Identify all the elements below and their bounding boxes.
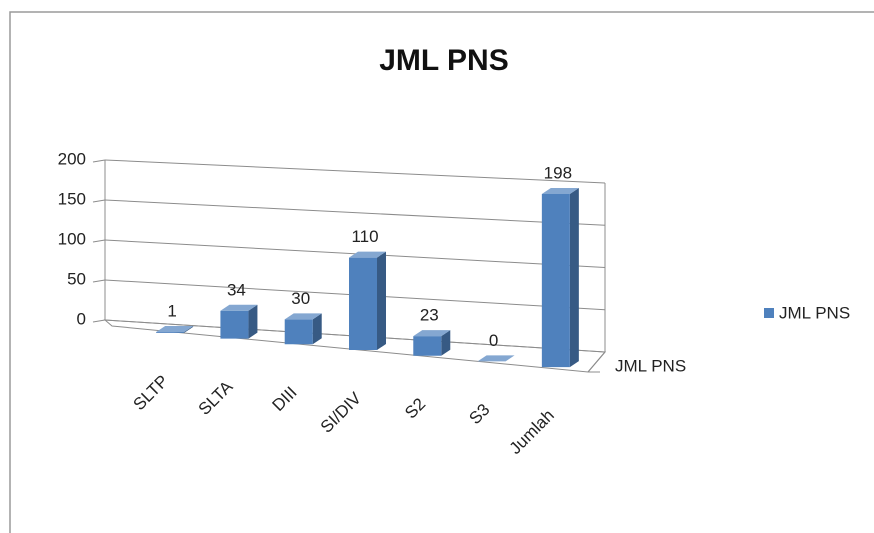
bar-side	[184, 326, 194, 333]
bar	[220, 304, 258, 339]
bar-top	[156, 326, 194, 333]
bar-front	[349, 257, 377, 350]
bar-side	[248, 304, 258, 339]
bar	[541, 188, 579, 368]
data-label: 1	[167, 302, 176, 321]
bar-side	[569, 188, 579, 368]
bar-top	[413, 330, 451, 337]
bar-top	[349, 251, 386, 258]
bar-front	[413, 336, 442, 356]
y-tick-label: 200	[58, 149, 86, 168]
x-tick-label: SLTA	[195, 377, 237, 419]
data-label: 23	[420, 306, 439, 325]
bar-top	[284, 313, 322, 320]
y-tick-label: 50	[67, 269, 86, 288]
x-tick-label: Jumlah	[506, 406, 558, 458]
chart-title: JML PNS	[379, 44, 508, 77]
tick-mark	[92, 319, 106, 323]
y-tick-label: 100	[58, 229, 86, 248]
x-tick-label: DIII	[269, 383, 301, 415]
data-label: 110	[351, 227, 378, 246]
legend-label: JML PNS	[779, 303, 850, 322]
bar	[284, 313, 322, 345]
bar-top	[541, 188, 579, 195]
bar-side	[441, 330, 451, 356]
chart-frame	[9, 11, 874, 533]
bar-top	[220, 304, 258, 311]
x-tick-label: S3	[465, 400, 493, 428]
depth-axis-label: JML PNS	[615, 356, 686, 375]
bar	[477, 355, 515, 362]
tick-mark	[92, 239, 106, 243]
bar-side	[312, 313, 322, 345]
bar-front	[284, 319, 313, 345]
grid-line	[104, 199, 606, 226]
bar-front	[156, 332, 185, 333]
bar-top	[477, 355, 515, 362]
data-label: 34	[227, 280, 246, 299]
data-label: 0	[489, 331, 498, 350]
tick-mark	[587, 351, 606, 373]
tick-mark	[92, 199, 106, 203]
bar	[349, 251, 386, 350]
bar-front	[220, 310, 249, 339]
data-label: 198	[544, 164, 572, 183]
data-label: 30	[291, 289, 310, 308]
legend-swatch	[764, 308, 774, 318]
bar	[156, 326, 194, 333]
bar-front	[541, 194, 570, 368]
x-tick-label: SLTP	[130, 371, 173, 414]
bar	[413, 330, 451, 356]
bar-side	[377, 251, 386, 350]
grid-line	[104, 159, 606, 184]
y-tick-label: 150	[58, 189, 86, 208]
x-tick-label: S2	[401, 394, 429, 422]
x-tick-label: SI/DIV	[317, 388, 366, 437]
tick-mark	[92, 159, 106, 163]
tick-mark	[92, 279, 106, 283]
y-tick-label: 0	[77, 309, 86, 328]
